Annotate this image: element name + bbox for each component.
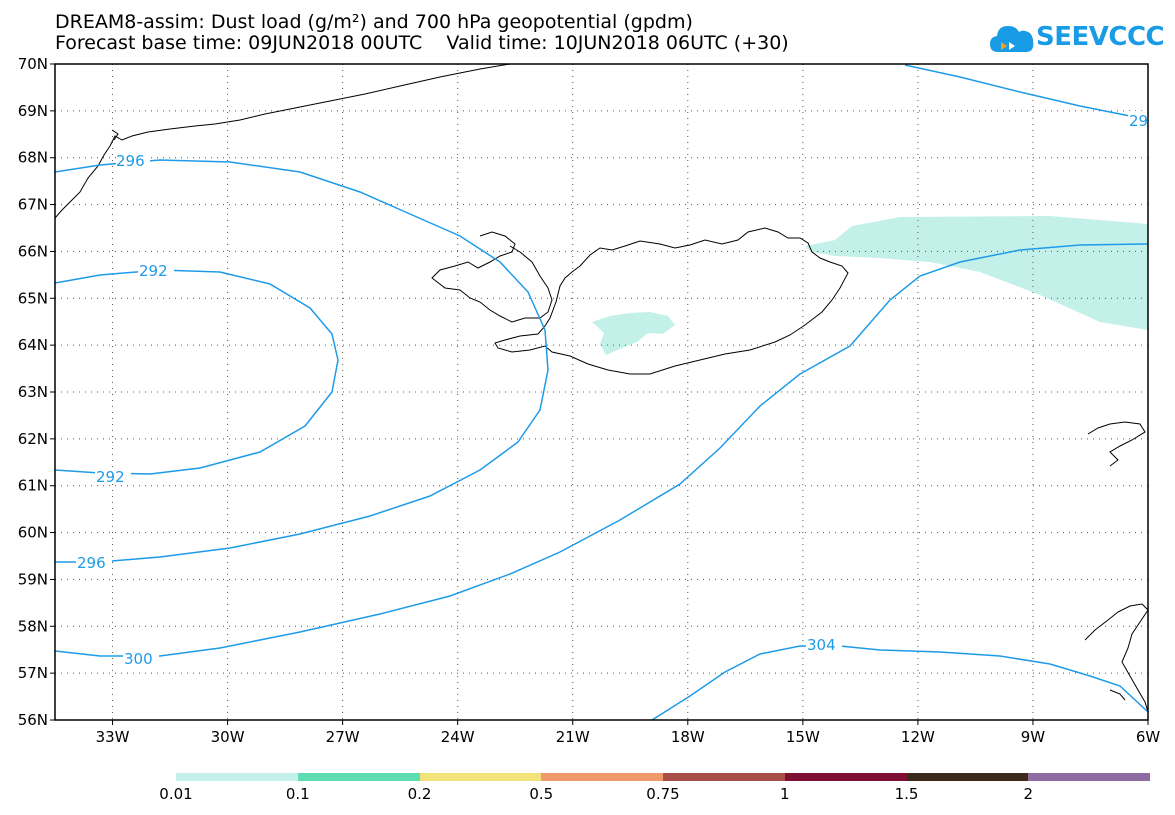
lat-tick-label: 66N [18, 242, 48, 260]
lon-tick-label: 18W [671, 728, 705, 746]
logo-text: SEEVCCC [1036, 22, 1165, 52]
dust-plume-east [805, 216, 1148, 330]
colorbar-segment [297, 773, 420, 781]
dust-patch-iceland [592, 312, 675, 355]
lon-tick-label: 33W [96, 728, 130, 746]
colorbar-segment [419, 773, 542, 781]
contour-label: 292 [139, 262, 168, 280]
lat-tick-label: 60N [18, 524, 48, 542]
lat-tick-label: 70N [18, 55, 48, 73]
colorbar-label: 0.75 [646, 785, 680, 803]
lon-tick-label: 21W [556, 728, 590, 746]
lon-tick-label: 30W [211, 728, 245, 746]
colorbar-segment [663, 773, 785, 781]
colorbar-label: 0.5 [529, 785, 554, 803]
lon-tick-label: 12W [901, 728, 935, 746]
colorbar-label: 1 [779, 785, 790, 803]
lat-tick-label: 67N [18, 196, 48, 214]
contour-292 [55, 269, 339, 475]
contour-labels: 296 292 292 296 300 304 29 [76, 111, 1148, 668]
colorbar-segment [784, 773, 907, 781]
colorbar-segment [906, 773, 1029, 781]
contour-300 [55, 243, 1148, 657]
colorbar-label: 2 [1023, 785, 1034, 803]
lat-tick-label: 59N [18, 570, 48, 588]
colorbar-label: 1.5 [894, 785, 919, 803]
lat-tick-label: 69N [18, 102, 48, 120]
lat-tick-label: 63N [18, 383, 48, 401]
contour-label: 292 [96, 468, 125, 486]
lat-tick-label: 58N [18, 617, 48, 635]
lon-tick-label: 6W [1136, 728, 1161, 746]
colorbar-label: 0.1 [285, 785, 310, 803]
dust-colorbar [176, 773, 1150, 781]
contour-label: 296 [116, 152, 145, 170]
contour-296-north [55, 159, 549, 563]
map-title: DREAM8-assim: Dust load (g/m²) and 700 h… [55, 11, 693, 33]
graticule [55, 64, 1148, 720]
seevccc-logo: SEEVCCC [988, 18, 1165, 58]
colorbar-segment [176, 773, 298, 781]
lat-tick-label: 68N [18, 149, 48, 167]
contour-label: 296 [77, 554, 106, 572]
cloud-icon [990, 26, 1034, 52]
lon-tick-label: 27W [326, 728, 360, 746]
dust-load-map: 296 292 292 296 300 304 29 70N 69N 68N 67N 6… [18, 55, 1161, 746]
lat-tick-label: 57N [18, 664, 48, 682]
colorbar-segment [1028, 773, 1150, 781]
colorbar-label: 0.2 [407, 785, 432, 803]
map-subtitle: Forecast base time: 09JUN2018 00UTC Vali… [55, 32, 789, 54]
lat-tick-label: 64N [18, 336, 48, 354]
contour-label: 304 [807, 636, 836, 654]
colorbar-label: 0.01 [159, 785, 193, 803]
colorbar-segment [541, 773, 663, 781]
iceland-coast [494, 227, 849, 375]
lat-tick-label: 56N [18, 711, 48, 729]
lat-tick-label: 61N [18, 477, 48, 495]
lon-tick-label: 24W [441, 728, 475, 746]
lon-tick-label: 9W [1021, 728, 1046, 746]
lat-tick-label: 65N [18, 289, 48, 307]
contour-304 [651, 645, 1148, 720]
contour-label: 300 [124, 650, 153, 668]
lat-tick-label: 62N [18, 430, 48, 448]
contour-label: 29 [1129, 112, 1148, 130]
coastlines [55, 64, 1148, 713]
lon-tick-label: 15W [786, 728, 820, 746]
contour-north-east [904, 64, 1148, 121]
